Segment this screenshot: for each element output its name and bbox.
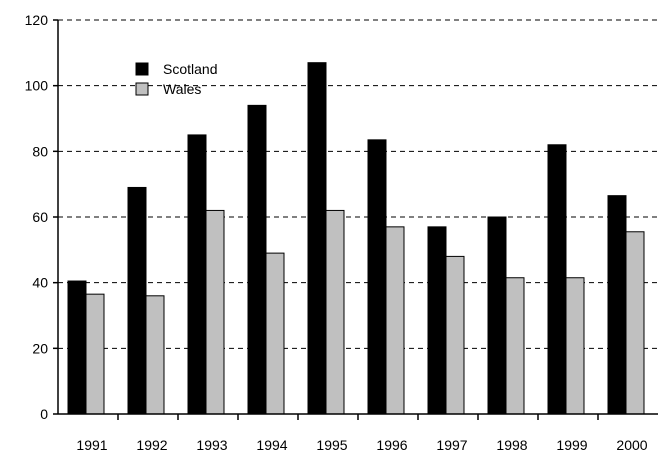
bar-wales-1997 xyxy=(445,255,465,415)
bar-wales-1992 xyxy=(145,295,165,415)
bar-wales-1999 xyxy=(565,277,585,415)
bar-wales-1993 xyxy=(205,209,225,415)
y-tick-label: 100 xyxy=(25,78,49,94)
bar-scotland-1994 xyxy=(247,104,267,415)
bar-scotland-1996 xyxy=(367,139,387,415)
y-tick-label: 80 xyxy=(32,143,48,159)
bar-wales-1998 xyxy=(505,277,525,415)
bar-scotland-1991 xyxy=(67,280,87,415)
x-tick-label: 1999 xyxy=(556,437,587,453)
legend-swatch-scotland xyxy=(135,62,149,76)
bars xyxy=(67,62,645,415)
x-tick-label: 1996 xyxy=(376,437,407,453)
x-tick-label: 1995 xyxy=(316,437,347,453)
legend: Scotland Wales xyxy=(135,61,217,97)
x-axis-ticks: 1991 1992 1993 1994 1995 1996 1997 1998 1999 2000 xyxy=(76,414,648,453)
bar-scotland-1992 xyxy=(127,186,147,415)
x-tick-label: 2000 xyxy=(616,437,647,453)
y-tick-label: 20 xyxy=(32,340,48,356)
bar-scotland-1999 xyxy=(547,144,567,415)
x-tick-label: 1998 xyxy=(496,437,527,453)
y-tick-label: 120 xyxy=(25,12,49,28)
legend-swatch-wales xyxy=(135,82,149,96)
bar-wales-1991 xyxy=(85,293,105,415)
bar-scotland-1998 xyxy=(487,216,507,415)
bar-wales-1996 xyxy=(385,226,405,415)
x-tick-label: 1997 xyxy=(436,437,467,453)
y-tick-label: 60 xyxy=(32,209,48,225)
y-axis-ticks: 0 20 40 60 80 100 120 xyxy=(25,12,58,422)
legend-label-wales: Wales xyxy=(163,81,201,97)
x-tick-label: 1991 xyxy=(76,437,107,453)
bar-scotland-1997 xyxy=(427,226,447,415)
bar-wales-1995 xyxy=(325,209,345,415)
legend-label-scotland: Scotland xyxy=(163,61,217,77)
x-tick-label: 1993 xyxy=(196,437,227,453)
y-tick-label: 0 xyxy=(40,406,48,422)
bar-scotland-2000 xyxy=(607,195,627,415)
bar-scotland-1995 xyxy=(307,62,327,415)
bar-scotland-1993 xyxy=(187,134,207,415)
x-tick-label: 1994 xyxy=(256,437,287,453)
bar-wales-1994 xyxy=(265,252,285,415)
bar-wales-2000 xyxy=(625,231,645,415)
y-tick-label: 40 xyxy=(32,275,48,291)
x-tick-label: 1992 xyxy=(136,437,167,453)
